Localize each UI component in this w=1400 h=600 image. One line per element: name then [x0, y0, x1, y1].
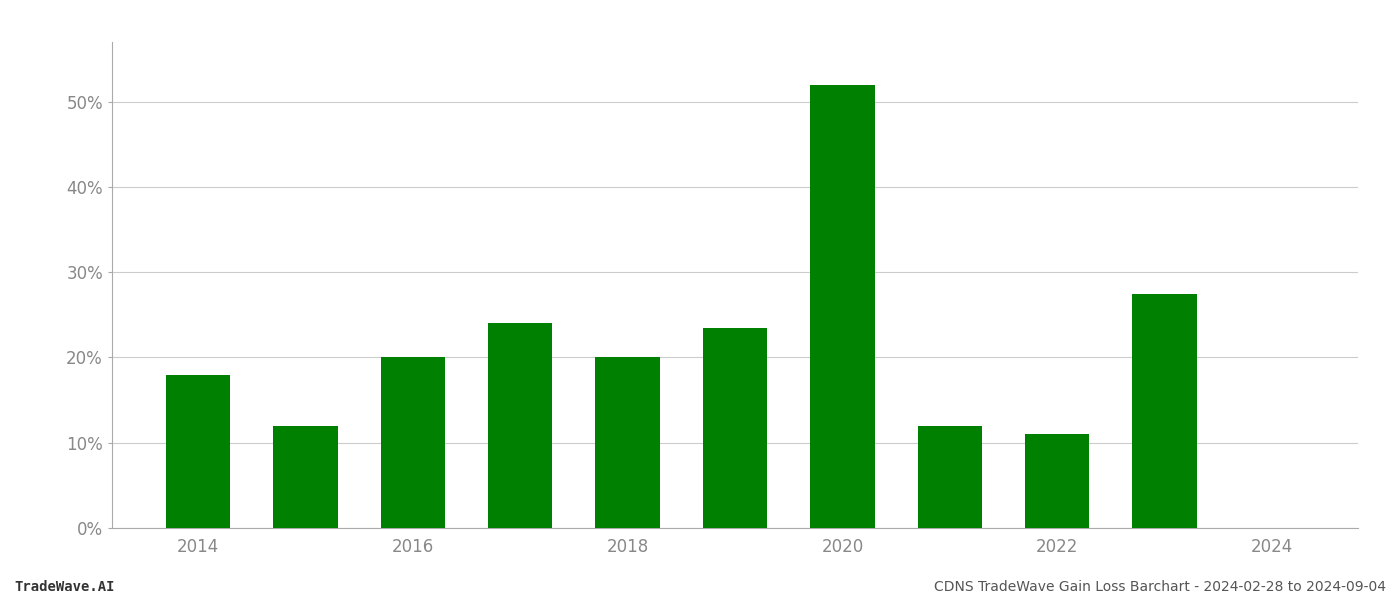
Bar	[273, 425, 337, 528]
Bar	[381, 358, 445, 528]
Bar	[1133, 293, 1197, 528]
Bar	[1025, 434, 1089, 528]
Text: TradeWave.AI: TradeWave.AI	[14, 580, 115, 594]
Bar	[917, 425, 981, 528]
Bar	[703, 328, 767, 528]
Text: CDNS TradeWave Gain Loss Barchart - 2024-02-28 to 2024-09-04: CDNS TradeWave Gain Loss Barchart - 2024…	[934, 580, 1386, 594]
Bar	[811, 85, 875, 528]
Bar	[165, 374, 230, 528]
Bar	[489, 323, 553, 528]
Bar	[595, 358, 659, 528]
